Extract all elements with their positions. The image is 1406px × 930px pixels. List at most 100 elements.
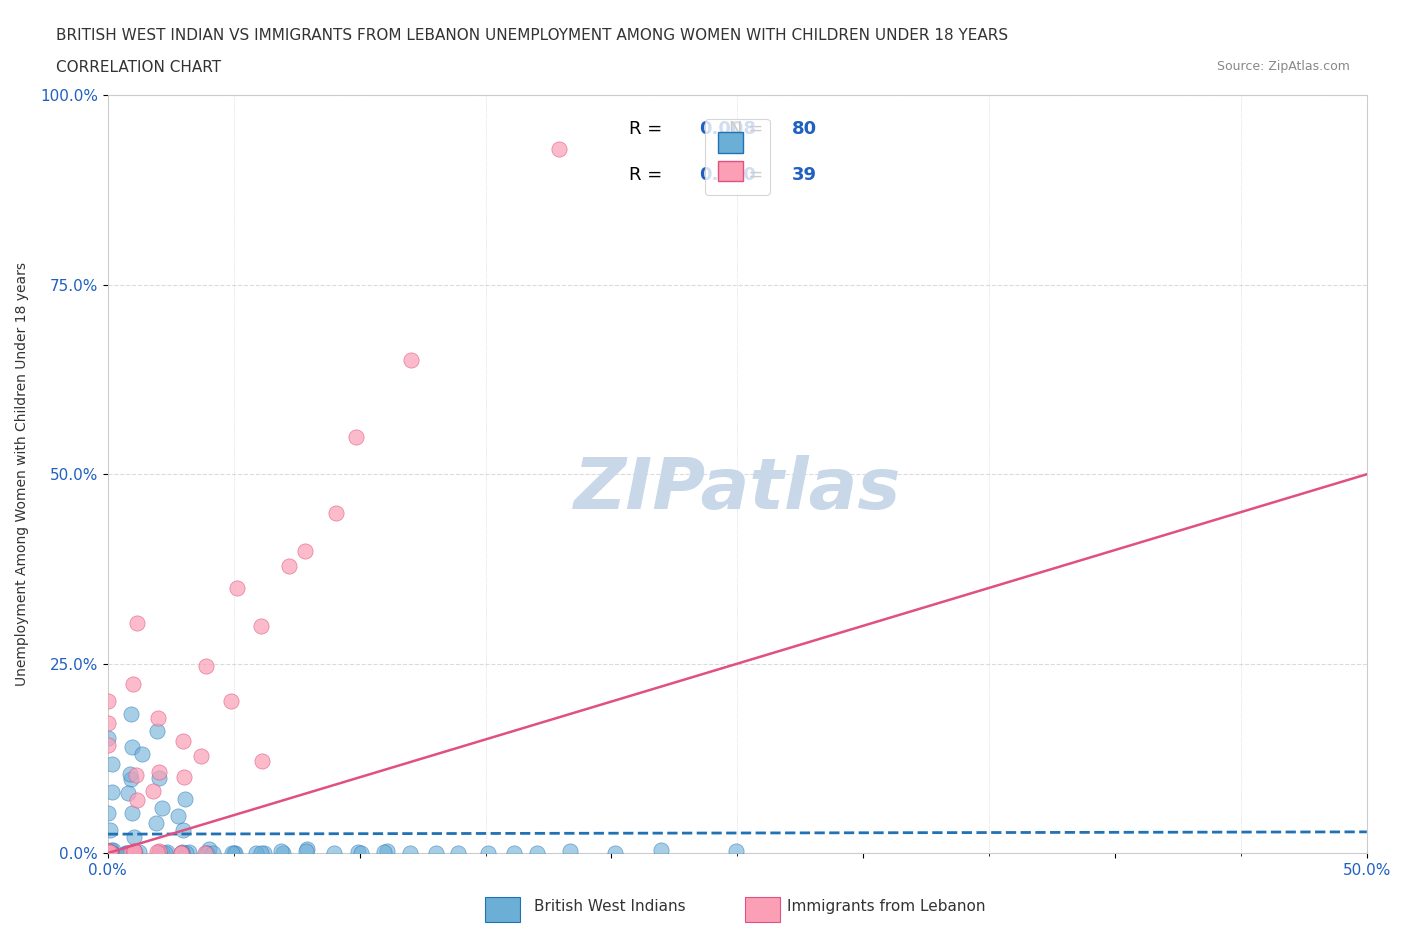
Point (166, 809, 188, 824)
Point (174, 845, 197, 860)
Point (399, 352, 422, 367)
Text: CORRELATION CHART: CORRELATION CHART (56, 60, 221, 75)
Text: Source: ZipAtlas.com: Source: ZipAtlas.com (1216, 60, 1350, 73)
Text: N =: N = (728, 121, 769, 139)
Point (146, 724, 169, 738)
Point (347, 844, 370, 859)
Y-axis label: Unemployment Among Women with Children Under 18 years: Unemployment Among Women with Children U… (15, 262, 30, 686)
Point (219, 694, 242, 709)
Point (146, 711, 169, 725)
Point (124, 844, 146, 858)
Point (97, 845, 120, 860)
Point (172, 844, 194, 859)
Point (172, 845, 194, 860)
Point (447, 845, 470, 860)
Point (145, 816, 167, 830)
Point (650, 843, 672, 857)
Point (297, 842, 319, 857)
Point (172, 822, 194, 837)
Point (118, 767, 141, 782)
Point (325, 505, 347, 520)
Point (122, 844, 145, 858)
Text: R =: R = (628, 166, 668, 184)
Point (250, 845, 273, 860)
Point (120, 707, 142, 722)
Point (124, 844, 146, 859)
Text: 0.008: 0.008 (700, 121, 756, 139)
Point (97, 737, 120, 752)
Point (97, 845, 120, 860)
Point (195, 845, 218, 860)
Point (399, 845, 422, 860)
Point (502, 845, 524, 860)
Point (114, 845, 136, 860)
Point (603, 845, 626, 860)
Point (97, 844, 120, 859)
Point (148, 770, 170, 785)
Point (172, 733, 194, 748)
Text: 80: 80 (792, 121, 817, 139)
Point (547, 141, 569, 156)
Point (97, 715, 120, 730)
Point (98, 845, 121, 860)
Point (190, 749, 212, 764)
Point (101, 845, 124, 860)
Point (221, 845, 243, 860)
Point (122, 845, 145, 860)
Point (270, 844, 292, 858)
Point (120, 845, 142, 860)
Point (202, 845, 225, 860)
Point (142, 784, 165, 799)
Point (177, 844, 200, 859)
Point (195, 658, 218, 673)
Point (245, 845, 267, 860)
Point (100, 843, 122, 857)
Legend: , : , (704, 119, 770, 194)
Point (97, 845, 120, 860)
Point (526, 845, 548, 860)
Point (253, 845, 276, 860)
Point (350, 845, 373, 860)
Point (97, 845, 120, 860)
Point (724, 844, 747, 858)
Point (148, 764, 170, 779)
Point (152, 800, 174, 815)
Point (128, 844, 150, 859)
Point (121, 677, 143, 692)
Point (97, 694, 120, 709)
Point (97, 731, 120, 746)
Point (101, 756, 124, 771)
Point (98, 844, 121, 859)
Point (121, 805, 143, 820)
Point (97, 845, 120, 860)
Point (195, 845, 218, 860)
Point (252, 754, 274, 769)
Text: British West Indians: British West Indians (534, 899, 686, 914)
Point (558, 844, 581, 858)
Point (294, 544, 316, 559)
Point (97, 806, 120, 821)
Text: N =: N = (728, 166, 769, 184)
Point (97, 845, 120, 860)
Text: Immigrants from Lebanon: Immigrants from Lebanon (787, 899, 986, 914)
Point (98, 845, 121, 860)
Point (295, 844, 318, 858)
Point (477, 845, 499, 860)
Point (98, 844, 121, 859)
Point (97, 845, 120, 860)
Point (173, 769, 195, 784)
Point (174, 792, 197, 807)
Point (125, 793, 148, 808)
Text: R =: R = (628, 121, 668, 139)
Point (97, 844, 120, 858)
Point (375, 844, 398, 858)
Point (122, 830, 145, 844)
Point (118, 845, 141, 860)
Point (100, 784, 122, 799)
Point (278, 559, 301, 574)
Point (98, 844, 121, 858)
Point (224, 845, 246, 860)
Point (322, 845, 344, 860)
Text: 0.900: 0.900 (700, 166, 756, 184)
Point (271, 845, 294, 860)
